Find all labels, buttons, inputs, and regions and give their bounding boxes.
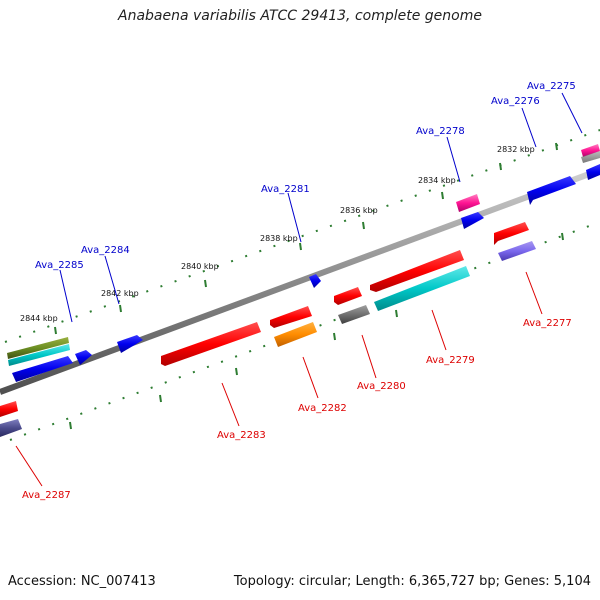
major-tick (555, 142, 558, 151)
gene-label-ava-2283[interactable]: Ava_2283 (217, 430, 266, 441)
reverse-genes (0, 222, 536, 437)
gene-label-ava-2277[interactable]: Ava_2277 (523, 318, 572, 329)
major-tick (395, 309, 398, 318)
gene-ava-2275[interactable] (581, 144, 600, 157)
genome-summary: Topology: circular; Length: 6,365,727 bp… (233, 574, 591, 589)
gene-ava-2276[interactable] (527, 176, 576, 205)
gene-ava-2279[interactable] (374, 266, 470, 311)
leader-line (446, 136, 461, 183)
scale-label: 2842 kbp (101, 289, 139, 298)
gene-feature (581, 151, 600, 163)
scale-label: 2834 kbp (418, 176, 456, 185)
gene-label-ava-2285[interactable]: Ava_2285 (35, 260, 84, 271)
gene-ava-2287[interactable] (0, 419, 22, 437)
gene-feature[interactable] (270, 306, 312, 328)
reverse-leaders (15, 271, 543, 487)
gene-label-ava-2281[interactable]: Ava_2281 (261, 184, 310, 195)
gene-feature[interactable] (334, 287, 362, 305)
gene-feature[interactable] (494, 222, 529, 245)
major-tick (204, 279, 207, 288)
gene-ava-2283[interactable] (161, 322, 261, 366)
major-tick (561, 232, 564, 241)
accession-label: Accession: NC_007413 (8, 574, 156, 589)
gene-label-ava-2275[interactable]: Ava_2275 (527, 81, 576, 92)
leader-line (302, 356, 319, 399)
major-tick (299, 242, 302, 251)
forward-genes (7, 144, 600, 382)
gene-ava-2278[interactable] (456, 194, 480, 212)
gene-label-ava-2280[interactable]: Ava_2280 (357, 381, 406, 392)
major-tick (159, 394, 162, 403)
leader-line (221, 382, 240, 427)
gene-feature[interactable] (75, 350, 92, 365)
gene-feature[interactable] (586, 164, 600, 180)
scale-label: 2844 kbp (20, 314, 58, 323)
leader-line (521, 107, 537, 148)
major-tick (499, 162, 502, 171)
gene-feature[interactable] (461, 212, 484, 229)
reverse-major-ticks (69, 232, 564, 430)
leader-line (361, 334, 377, 379)
genome-title: Anabaena variabilis ATCC 29413, complete… (118, 8, 482, 24)
forward-major-ticks (54, 142, 558, 335)
gene-feature[interactable] (12, 356, 73, 382)
leader-line (59, 269, 73, 323)
gene-label-ava-2284[interactable]: Ava_2284 (81, 245, 130, 256)
major-tick (362, 221, 365, 230)
gene-ava-2285[interactable] (7, 337, 69, 359)
genome-backbone (0, 167, 600, 395)
scale-label: 2832 kbp (497, 145, 535, 154)
major-tick (119, 304, 122, 313)
gene-label-ava-2278[interactable]: Ava_2278 (416, 126, 465, 137)
gene-label-ava-2287[interactable]: Ava_2287 (22, 490, 71, 501)
forward-leaders (59, 92, 583, 323)
gene-ava-2280[interactable] (338, 305, 370, 324)
scale-label: 2840 kbp (181, 262, 219, 271)
leader-line (287, 192, 302, 243)
gene-ava-2284[interactable] (117, 335, 143, 353)
leader-line (104, 255, 120, 305)
gene-feature (8, 344, 70, 366)
major-tick (235, 367, 238, 376)
major-tick (69, 421, 72, 430)
major-tick (54, 326, 57, 335)
gene-ava-2281[interactable] (309, 274, 321, 288)
gene-feature[interactable] (0, 401, 18, 417)
major-tick (441, 191, 444, 200)
leader-line (431, 309, 447, 351)
leader-line (525, 271, 543, 315)
scale-label: 2836 kbp (340, 206, 378, 215)
gene-feature[interactable] (370, 250, 464, 292)
leader-line (15, 445, 43, 487)
gene-label-ava-2276[interactable]: Ava_2276 (491, 96, 540, 107)
gene-label-ava-2282[interactable]: Ava_2282 (298, 403, 347, 414)
major-tick (333, 332, 336, 341)
gene-ava-2277[interactable] (498, 241, 536, 261)
scale-label: 2838 kbp (260, 234, 298, 243)
gene-label-ava-2279[interactable]: Ava_2279 (426, 355, 475, 366)
leader-line (561, 92, 583, 134)
gene-ava-2282[interactable] (274, 322, 317, 347)
